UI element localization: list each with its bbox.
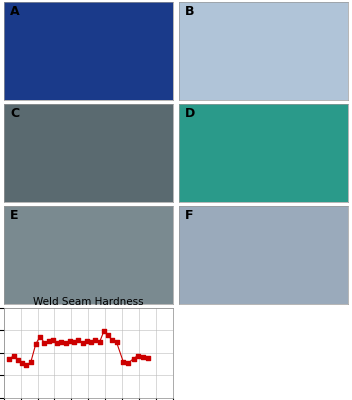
Point — [11, 353, 17, 360]
Point — [88, 338, 94, 345]
Point — [105, 332, 111, 339]
Title: Weld Seam Hardness: Weld Seam Hardness — [33, 297, 144, 307]
Point — [24, 362, 29, 368]
Point — [28, 359, 33, 366]
Text: C: C — [10, 107, 19, 120]
Point — [97, 339, 102, 345]
Point — [93, 337, 98, 344]
Text: B: B — [186, 5, 195, 18]
Point — [6, 355, 11, 362]
Text: D: D — [186, 107, 196, 120]
Point — [84, 338, 90, 344]
Text: E: E — [10, 209, 19, 222]
Point — [126, 360, 131, 366]
Point — [46, 338, 51, 344]
Point — [109, 337, 115, 344]
Point — [58, 338, 64, 345]
Point — [145, 355, 151, 361]
Point — [131, 355, 136, 362]
Point — [54, 340, 60, 346]
Point — [33, 341, 39, 347]
Point — [135, 352, 140, 359]
Point — [15, 357, 21, 364]
Point — [37, 333, 43, 340]
Point — [120, 359, 126, 365]
Point — [42, 340, 47, 346]
Point — [101, 328, 107, 335]
Point — [63, 340, 68, 346]
Point — [67, 338, 73, 344]
Point — [75, 337, 81, 344]
Point — [19, 360, 25, 366]
Point — [50, 337, 56, 344]
Point — [140, 354, 146, 360]
Text: F: F — [186, 209, 194, 222]
Point — [80, 340, 85, 346]
Text: A: A — [10, 5, 20, 18]
Point — [71, 338, 77, 345]
Point — [114, 339, 119, 345]
